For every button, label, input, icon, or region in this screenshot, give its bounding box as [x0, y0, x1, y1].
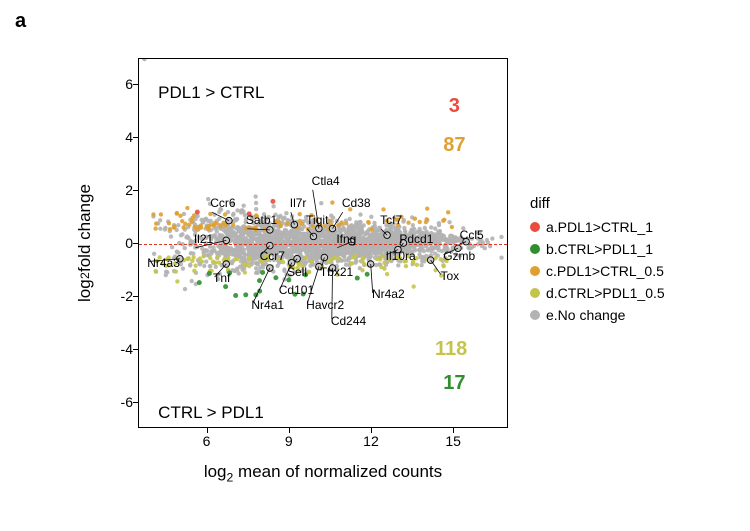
legend-item: d.CTRL>PDL1_0.5 [530, 282, 665, 304]
y-axis-label: log2 fold change [75, 58, 95, 428]
x-tick-label: 9 [285, 433, 293, 449]
gene-label: Tnf [213, 272, 230, 284]
y-tick-label: 6 [111, 76, 133, 92]
annot-ctrl-gt-pdl1: CTRL > PDL1 [158, 403, 264, 423]
legend-label: d.CTRL>PDL1_0.5 [546, 285, 665, 301]
gene-label: Nr4a2 [372, 288, 405, 300]
y-tick-label: -4 [111, 341, 133, 357]
gene-label: Cd101 [279, 284, 314, 296]
x-tick-label: 15 [445, 433, 461, 449]
legend-item: e.No change [530, 304, 665, 326]
panel-label: a [15, 10, 26, 33]
legend-item: c.PDL1>CTRL_0.5 [530, 260, 665, 282]
legend-swatch [530, 244, 540, 254]
legend-item: a.PDL1>CTRL_1 [530, 216, 665, 238]
annot-pdl1-gt-ctrl: PDL1 > CTRL [158, 83, 264, 103]
legend-label: a.PDL1>CTRL_1 [546, 219, 653, 235]
gene-label: Gzmb [443, 250, 475, 262]
gene-label: Tox [440, 270, 459, 282]
x-tick-label: 12 [363, 433, 379, 449]
legend-swatch [530, 288, 540, 298]
x-tick-label: 6 [203, 433, 211, 449]
gene-label: Sell [287, 266, 307, 278]
count-label: 87 [443, 134, 465, 157]
gene-label: Nr4a1 [251, 299, 284, 311]
gene-label: Cd244 [331, 315, 366, 327]
y-tick-label: 0 [111, 235, 133, 251]
count-label: 118 [435, 338, 467, 361]
legend: diff a.PDL1>CTRL_1 b.CTRL>PDL1_1 c.PDL1>CT… [530, 195, 665, 326]
legend-swatch [530, 266, 540, 276]
gene-label: Ccr7 [260, 250, 285, 262]
legend-label: e.No change [546, 307, 625, 323]
y-tick-label: -6 [111, 394, 133, 410]
gene-label: Il7r [290, 197, 307, 209]
count-label: 3 [449, 95, 460, 118]
legend-label: c.PDL1>CTRL_0.5 [546, 263, 664, 279]
legend-swatch [530, 310, 540, 320]
gene-label: Ccr6 [210, 197, 235, 209]
legend-item: b.CTRL>PDL1_1 [530, 238, 665, 260]
gene-label: Ctla4 [312, 175, 340, 187]
figure: log2 fold change log2 mean of normalized… [75, 50, 675, 505]
gene-label: Tigit [306, 214, 328, 226]
gene-label: Il10ra [386, 250, 416, 262]
gene-label: Satb1 [246, 214, 277, 226]
gene-label: Cd38 [342, 197, 371, 209]
x-axis-label: log2 mean of normalized counts [138, 462, 508, 484]
count-label: 17 [443, 372, 465, 395]
legend-swatch [530, 222, 540, 232]
gene-label: Tbx21 [320, 266, 353, 278]
gene-label: Havcr2 [306, 299, 344, 311]
gene-label: Ifng [336, 233, 356, 245]
gene-label: Nr4a3 [147, 257, 180, 269]
y-tick-label: 2 [111, 182, 133, 198]
legend-title: diff [530, 195, 665, 212]
y-tick-label: 4 [111, 129, 133, 145]
plot-area: PDL1 > CTRL CTRL > PDL1 3 87 118 17 Ccr6 Il7… [138, 58, 508, 428]
legend-label: b.CTRL>PDL1_1 [546, 241, 653, 257]
gene-label: Il21 [194, 233, 213, 245]
legend-items: a.PDL1>CTRL_1 b.CTRL>PDL1_1 c.PDL1>CTRL_0.… [530, 216, 665, 326]
gene-label: Ccl5 [460, 229, 484, 241]
y-tick-label: -2 [111, 288, 133, 304]
gene-label: Tcf7 [380, 214, 402, 226]
gene-label: Pdcd1 [399, 233, 433, 245]
